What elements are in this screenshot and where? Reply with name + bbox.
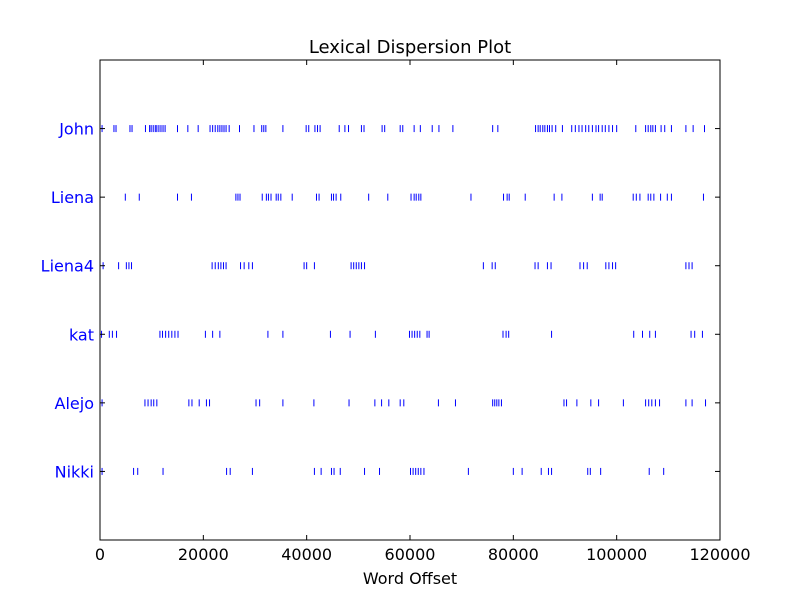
y-axis-ticks: John Liena Liena4 kat Alejo Nikki <box>41 120 720 481</box>
chart-title: Lexical Dispersion Plot <box>309 37 511 58</box>
category-label: Liena <box>51 188 94 207</box>
x-tick-label: 40000 <box>281 545 332 564</box>
category-label: Alejo <box>55 394 94 413</box>
x-tick-label: 120000 <box>689 545 750 564</box>
x-axis-label: Word Offset <box>363 569 457 588</box>
x-tick-label: 60000 <box>385 545 436 564</box>
x-axis-ticks: 0 20000 40000 60000 80000 100000 120000 <box>95 60 751 564</box>
x-tick-label: 0 <box>95 545 105 564</box>
x-tick-label: 20000 <box>178 545 229 564</box>
category-label: Nikki <box>55 462 94 481</box>
x-tick-label: 100000 <box>586 545 647 564</box>
plot-frame <box>99 59 721 541</box>
category-label: kat <box>69 325 94 344</box>
marks-layer <box>101 125 707 475</box>
category-label: Liena4 <box>41 257 94 276</box>
category-label: John <box>58 120 94 139</box>
x-tick-label: 80000 <box>488 545 539 564</box>
